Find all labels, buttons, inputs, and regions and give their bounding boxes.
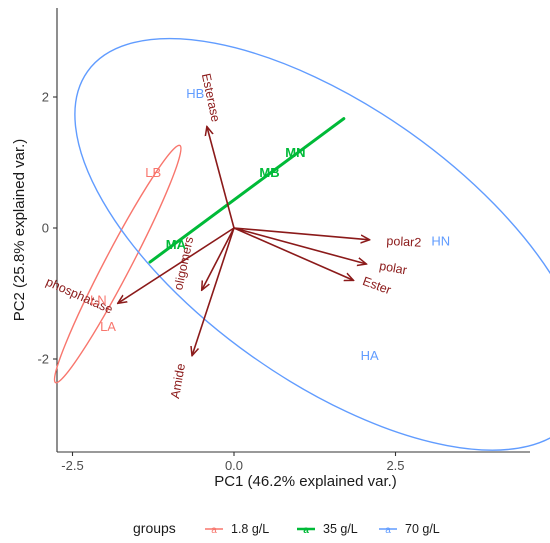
x-tick-label: 0.0 <box>225 458 243 473</box>
point-label: HN <box>431 234 450 249</box>
legend-swatch-key: a <box>385 525 391 536</box>
point-label: MA <box>166 237 187 252</box>
point-labels: LB LN LA MA MB MN HB HN HA <box>90 86 450 363</box>
loading-arrow <box>233 227 354 280</box>
loading-label: polar2 <box>386 234 421 250</box>
legend-swatch-key: a <box>303 525 309 536</box>
loading-arrow <box>118 227 235 303</box>
loading-label: Amide <box>168 362 188 399</box>
loading-arrow <box>233 227 366 264</box>
legend-item-label: 70 g/L <box>405 522 440 536</box>
point-label: LB <box>145 165 161 180</box>
point-label: MN <box>285 145 305 160</box>
legend-swatch-key: a <box>211 525 217 536</box>
point-label: MB <box>259 165 279 180</box>
point-label: HB <box>186 86 204 101</box>
ellipse-line <box>148 117 346 264</box>
loading-arrow <box>207 126 235 229</box>
legend: groups a 1.8 g/L a 35 g/L a 70 g/L <box>133 520 440 536</box>
loading-arrow <box>192 227 235 356</box>
axis-ticks: -2.5 0.0 2.5 -2 0 2 <box>37 90 404 474</box>
point-label: LN <box>90 293 107 308</box>
loading-arrow <box>202 227 235 290</box>
loading-label: Ester <box>361 274 393 297</box>
point-label: LA <box>100 319 116 334</box>
point-label: HA <box>361 348 379 363</box>
group-ellipse <box>53 144 182 384</box>
legend-item-label: 1.8 g/L <box>231 522 269 536</box>
ellipse-layer <box>53 37 550 451</box>
x-axis-title: PC1 (46.2% explained var.) <box>214 473 397 490</box>
axes <box>56 8 530 453</box>
group-ellipse <box>74 37 550 451</box>
legend-item-label: 35 g/L <box>323 522 358 536</box>
x-tick-label: -2.5 <box>61 458 83 473</box>
legend-title: groups <box>133 520 176 536</box>
y-tick-label: 2 <box>42 90 49 105</box>
loading-arrow <box>233 227 370 240</box>
y-tick-label: 0 <box>42 221 49 236</box>
y-tick-label: -2 <box>37 352 49 367</box>
x-tick-label: 2.5 <box>386 458 404 473</box>
loading-label: polar <box>378 259 408 278</box>
y-axis-title: PC2 (25.8% explained var.) <box>11 139 28 322</box>
